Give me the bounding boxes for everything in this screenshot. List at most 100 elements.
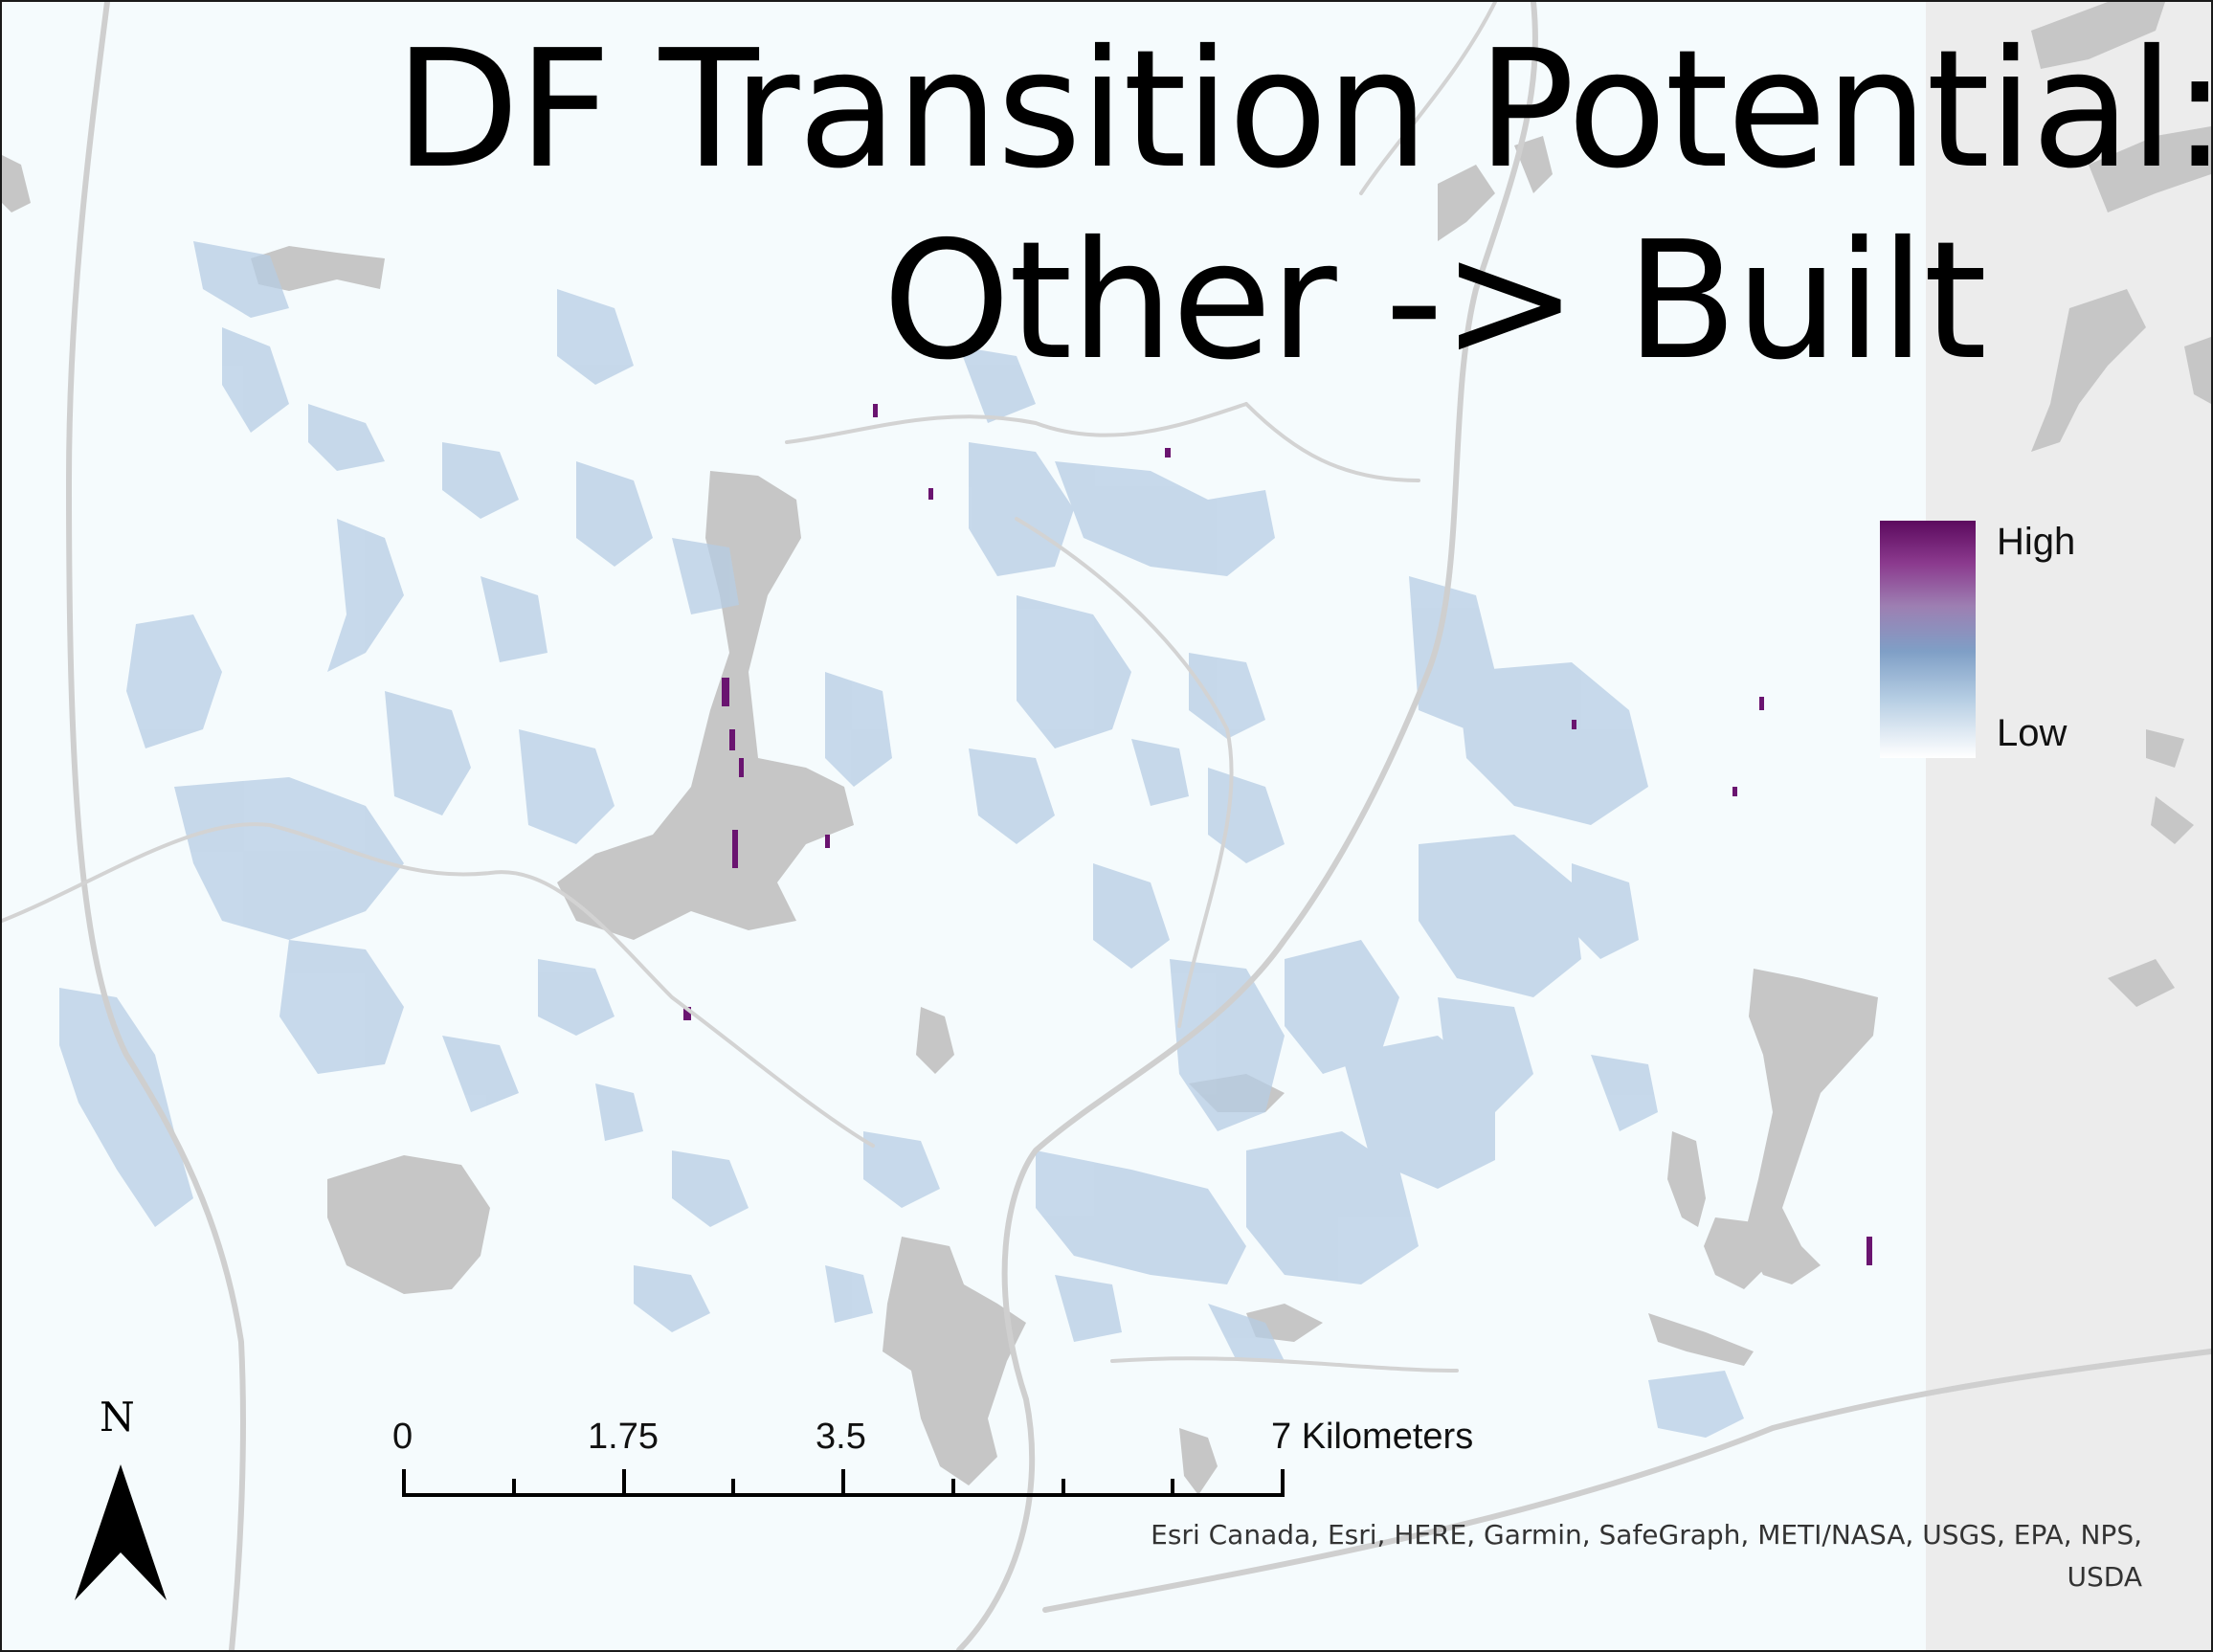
potential-patch <box>1457 662 1648 825</box>
scale-label-0: 0 <box>392 1417 414 1457</box>
potential-patch <box>969 442 1074 576</box>
scale-label-7-km: 7 Kilometers <box>1271 1417 1474 1457</box>
scale-label-1-75: 1.75 <box>588 1417 659 1457</box>
water-body <box>1648 1313 1754 1366</box>
map-title-line-1: DF Transition Potential: <box>394 15 2213 205</box>
potential-patch <box>174 777 404 940</box>
roads <box>65 2 2211 1650</box>
potential-patch <box>1208 768 1285 863</box>
highway <box>1042 1349 2211 1613</box>
potential-speck <box>1732 787 1737 796</box>
potential-patch <box>519 729 615 844</box>
road <box>1015 517 1234 1028</box>
potential-speck <box>1572 720 1576 729</box>
potential-speck <box>1759 697 1764 710</box>
potential-patch <box>634 1265 710 1332</box>
potential-speck <box>739 758 744 777</box>
north-arrow-right <box>121 1464 167 1600</box>
potential-speck <box>825 835 830 848</box>
potential-speck <box>873 404 878 417</box>
potential-speck <box>1165 448 1171 458</box>
water-body <box>2146 729 2184 768</box>
potential-patch <box>279 940 404 1074</box>
potential-patch <box>193 241 289 318</box>
potential-speck <box>722 678 729 706</box>
north-arrow-label: N <box>100 1394 135 1440</box>
water-body <box>327 1155 490 1294</box>
potential-patch <box>1036 1150 1246 1284</box>
potential-patch <box>576 461 653 567</box>
potential-speck <box>928 488 933 500</box>
water-body <box>916 1007 954 1074</box>
water-body <box>251 246 385 291</box>
water-body <box>883 1237 1026 1485</box>
potential-patch <box>442 1036 519 1112</box>
water-bodies <box>2 2 2211 1495</box>
potential-patch <box>481 576 548 662</box>
water-body <box>2108 959 2175 1007</box>
potential-patch <box>672 538 739 614</box>
potential-patch <box>1285 940 1399 1074</box>
water-body <box>1667 1131 1706 1227</box>
road <box>1110 1356 1459 1373</box>
water-body <box>1438 165 1495 241</box>
water-body <box>2184 337 2211 404</box>
potential-patch <box>385 691 471 815</box>
potential-patch <box>1438 997 1533 1112</box>
potential-patch <box>1017 595 1131 748</box>
potential-patch <box>959 346 1036 423</box>
minor-roads <box>2 2 1497 1373</box>
legend-color-ramp <box>1880 521 1976 758</box>
potential-speck <box>683 1007 691 1020</box>
water-body <box>1744 969 1878 1284</box>
potential-patch <box>1591 1055 1658 1131</box>
potential-patch <box>1055 1275 1122 1342</box>
legend-high-label: High <box>1997 521 2076 563</box>
potential-patch <box>969 748 1055 844</box>
water-body <box>1514 136 1553 193</box>
map-title-line-2: Other -> Built <box>883 207 1987 396</box>
north-arrow-left <box>75 1464 121 1600</box>
potential-patch <box>327 519 404 672</box>
potential-patch <box>825 1265 873 1323</box>
potential-patch <box>1055 461 1275 576</box>
water-body <box>1179 1428 1218 1495</box>
potential-patch <box>1131 739 1189 806</box>
potential-patch <box>126 614 222 748</box>
potential-speck <box>1867 1237 1872 1265</box>
potential-patch <box>825 672 892 787</box>
potential-patch <box>1648 1371 1744 1438</box>
road <box>1244 402 1420 482</box>
potential-speck <box>732 830 738 868</box>
attribution-text: Esri Canada, Esri, HERE, Garmin, SafeGra… <box>1151 1519 2142 1593</box>
potential-patch <box>1189 653 1265 739</box>
potential-patch <box>308 404 385 471</box>
potential-patch <box>672 1150 749 1227</box>
highway <box>956 2 1538 1650</box>
water-body <box>2 155 31 212</box>
potential-patch <box>442 442 519 519</box>
potential-patch <box>863 1131 940 1208</box>
potential-patch <box>222 327 289 433</box>
water-body <box>2151 796 2194 844</box>
potential-low-patches <box>59 241 1744 1438</box>
potential-high-specks <box>683 404 1872 1265</box>
potential-patch <box>595 1083 643 1141</box>
road <box>2 822 875 1148</box>
potential-patch <box>1246 1131 1419 1284</box>
water-body <box>2089 126 2211 212</box>
water-body <box>557 471 854 940</box>
potential-speck <box>729 729 735 750</box>
water-body <box>2031 2 2165 69</box>
potential-patch <box>557 289 634 385</box>
road <box>785 402 1248 444</box>
potential-patch <box>1170 959 1285 1131</box>
highway <box>65 2 246 1650</box>
potential-patch <box>538 959 615 1036</box>
scale-bar <box>402 1469 1285 1497</box>
road <box>1359 2 1497 195</box>
potential-patch <box>1208 1304 1285 1361</box>
potential-patch <box>59 988 193 1227</box>
